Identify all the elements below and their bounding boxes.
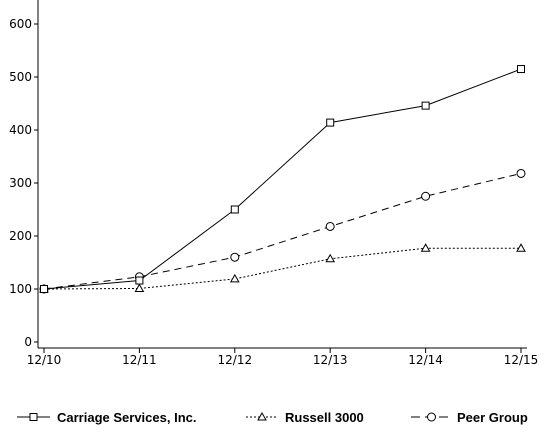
data-point-peer-group bbox=[230, 252, 240, 262]
data-point-russell-3000 bbox=[420, 243, 431, 252]
data-point-peer-group bbox=[516, 168, 526, 178]
data-point-carriage-services-inc bbox=[135, 276, 144, 285]
legend-item-peer-group: Peer Group bbox=[411, 410, 528, 425]
series-layer bbox=[39, 65, 526, 294]
legend-item-russell-3000: Russell 3000 bbox=[246, 410, 364, 425]
y-tick-label: 100 bbox=[9, 282, 32, 296]
data-point-russell-3000 bbox=[516, 243, 526, 252]
legend-label-peer-group: Peer Group bbox=[457, 410, 528, 425]
series-carriage-services-inc bbox=[40, 65, 525, 293]
y-tick-label: 400 bbox=[9, 123, 32, 137]
data-point-carriage-services-inc bbox=[517, 65, 525, 74]
series-russell-3000 bbox=[39, 243, 526, 293]
series-line-peer-group bbox=[43, 172, 522, 290]
data-point-peer-group bbox=[421, 191, 431, 201]
y-tick-label: 300 bbox=[9, 176, 32, 190]
x-tick-label: 12/11 bbox=[122, 353, 157, 367]
legend-label-russell-3000: Russell 3000 bbox=[285, 410, 364, 425]
y-tick-label: 200 bbox=[9, 229, 32, 243]
series-line-carriage-services-inc bbox=[43, 68, 522, 290]
legend-item-carriage-services-inc: Carriage Services, Inc. bbox=[17, 410, 196, 425]
legend-marker-peer-group bbox=[427, 412, 436, 422]
legend: Carriage Services, Inc. Russell 3000 Peer … bbox=[17, 410, 528, 425]
legend-marker-russell-3000 bbox=[257, 411, 267, 421]
y-tick-label: 600 bbox=[9, 17, 32, 31]
data-point-russell-3000 bbox=[134, 283, 145, 292]
x-tick-label: 12/15 bbox=[504, 353, 539, 367]
series-peer-group bbox=[39, 168, 526, 294]
y-tick-label: 500 bbox=[9, 70, 32, 84]
series-line-russell-3000 bbox=[43, 247, 521, 290]
x-tick-label: 12/12 bbox=[218, 353, 253, 367]
data-point-carriage-services-inc bbox=[230, 205, 239, 214]
legend-label-carriage-services-inc: Carriage Services, Inc. bbox=[57, 410, 196, 425]
x-tick-label: 12/14 bbox=[408, 353, 443, 367]
y-tick-label: 0 bbox=[24, 335, 32, 349]
x-tick-label: 12/10 bbox=[27, 353, 62, 367]
x-tick-label: 12/13 bbox=[313, 353, 348, 367]
data-point-carriage-services-inc bbox=[326, 118, 335, 127]
data-point-russell-3000 bbox=[325, 253, 336, 263]
legend-marker-carriage-services-inc bbox=[29, 413, 38, 421]
data-point-russell-3000 bbox=[229, 273, 240, 283]
data-point-carriage-services-inc bbox=[40, 285, 48, 293]
data-point-peer-group bbox=[325, 221, 335, 231]
axes: 0 100 200 300 400 500 600 12/10 12/11 12/12 12/13 1… bbox=[9, 0, 538, 367]
data-point-carriage-services-inc bbox=[421, 101, 430, 110]
